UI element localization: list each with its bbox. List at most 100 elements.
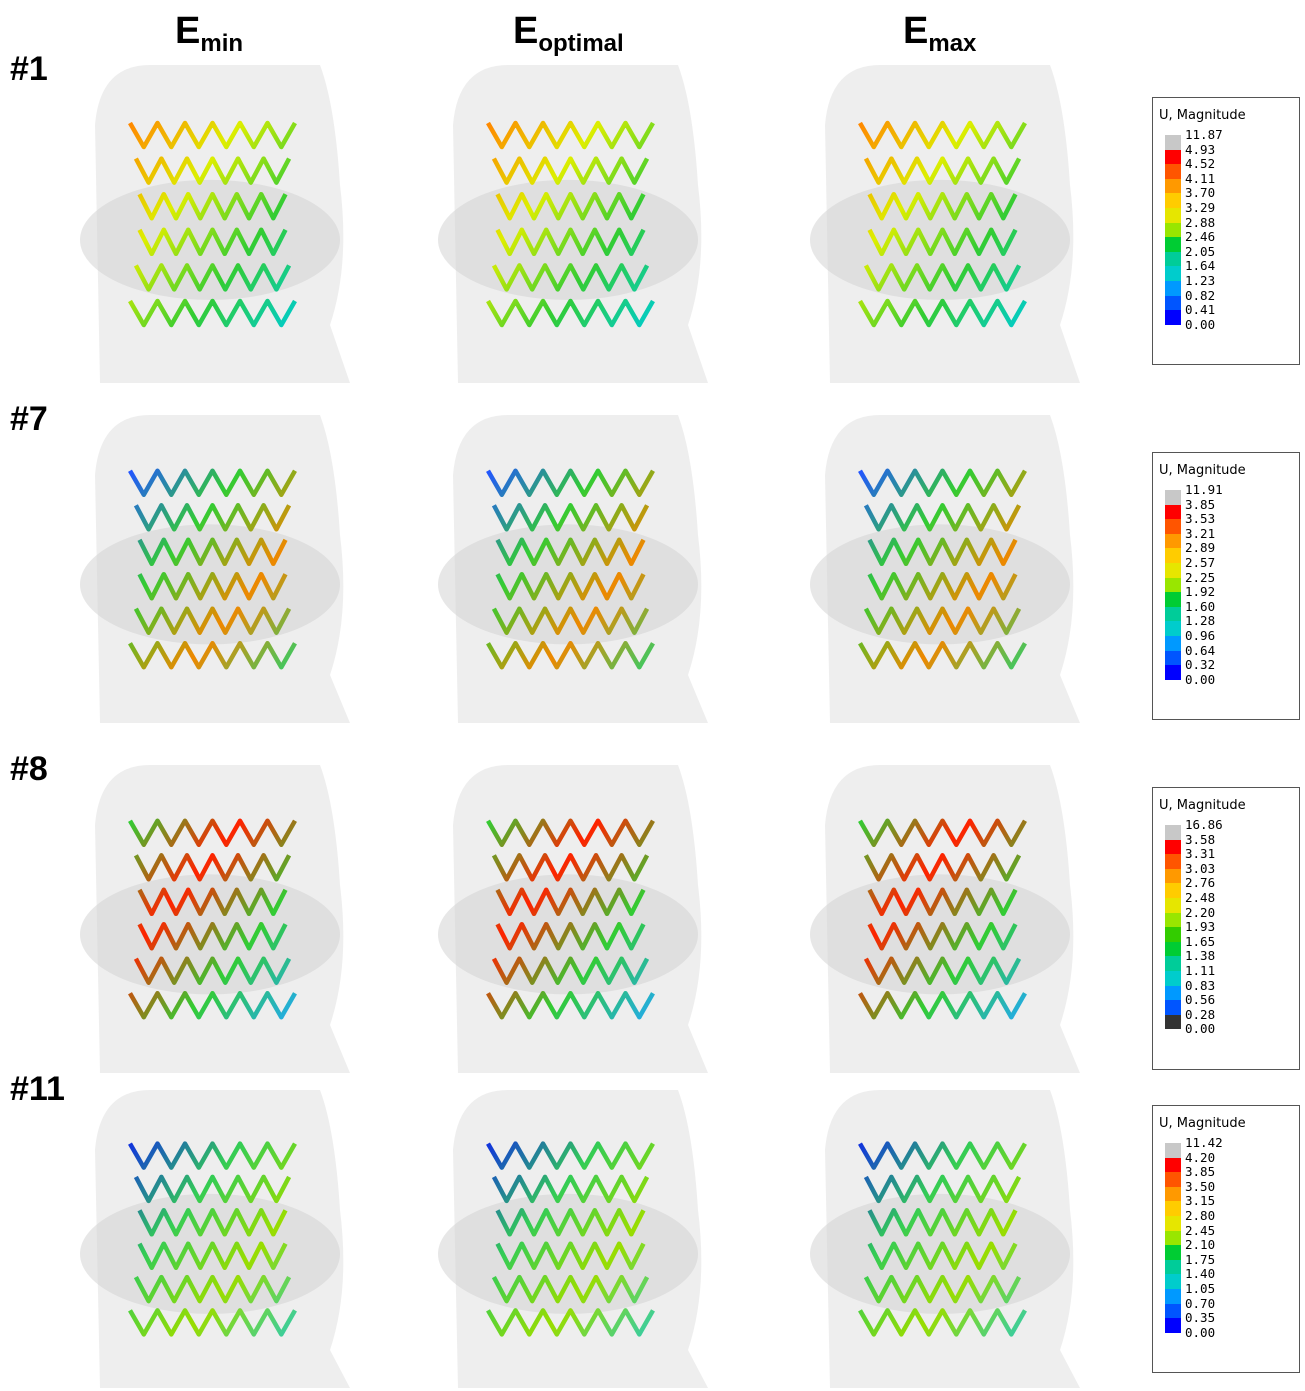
legend-swatch [1165,222,1181,238]
legend-label: 0.96 [1185,628,1216,643]
shape [128,1141,297,1337]
legend-label: 0.83 [1185,977,1216,993]
legend-label: 0.00 [1185,671,1216,687]
header-sub: optimal [538,30,624,57]
legend-label: 4.52 [1185,156,1216,172]
legend-title: U, Magnitude [1159,798,1246,813]
shape [128,468,297,670]
legend-label: 2.05 [1185,243,1216,259]
legend-label: 2.46 [1185,229,1216,245]
legend-title: U, Magnitude [1159,1116,1246,1131]
legend-label: 1.23 [1185,273,1216,288]
legend-swatch [1165,563,1181,578]
legend-label: 4.20 [1185,1149,1216,1165]
legend-swatch [1165,533,1181,549]
legend-swatch [1165,251,1181,267]
legend-swatch [1165,825,1181,840]
legend-swatch [1165,1318,1181,1333]
legend-label: 0.41 [1185,302,1216,318]
header-main: E [513,10,539,52]
legend-swatch [1165,135,1181,150]
legend-label: 11.91 [1185,482,1223,497]
legend-label: 1.64 [1185,258,1216,274]
legend-swatch [1165,912,1181,928]
legend-swatch [1165,281,1181,296]
legend-label: 1.11 [1185,963,1216,978]
stent-render [810,765,1080,1073]
shape [858,120,1027,328]
legend-label: 4.93 [1185,141,1216,157]
legend-swatch [1165,1289,1181,1304]
stent-render [80,65,350,383]
stent-render [80,765,350,1073]
stent-render [80,415,350,723]
legend-swatch [1165,178,1181,194]
legend-swatch [1165,839,1181,855]
legend-swatch [1165,310,1181,325]
legend-swatch [1165,193,1181,208]
legend-swatch [1165,621,1181,636]
legend-swatch [1165,650,1181,666]
legend-swatch [1165,1201,1181,1216]
legend-label: 1.60 [1185,598,1216,614]
legend-swatch [1165,164,1181,179]
legend-swatch [1165,927,1181,942]
legend-label: 0.64 [1185,642,1216,658]
legend-swatch [1165,636,1181,651]
legend-label: 1.28 [1185,613,1216,629]
legend-swatch [1165,883,1181,898]
legend-swatch [1165,592,1181,607]
stent-render [438,765,708,1073]
row-label: #1 [10,50,48,88]
legend-label: 0.00 [1185,316,1216,332]
shape [486,120,655,328]
legend-label: 11.87 [1185,127,1223,142]
legend-swatch [1165,548,1181,563]
legend-label: 3.29 [1185,200,1216,215]
legend-swatch [1165,941,1181,957]
legend-swatch [1165,519,1181,534]
column-header: Emax [903,10,976,58]
legend-swatch [1165,971,1181,986]
legend: U, Magnitude 11.91 3.85 3.53 3.21 2.89 2.57 2.2… [1152,452,1300,721]
legend-swatch [1165,985,1181,1001]
legend-title: U, Magnitude [1159,108,1246,123]
stent-render [438,415,708,723]
legend-swatch [1165,490,1181,505]
legend-label: 3.21 [1185,525,1216,541]
legend: U, Magnitude 11.42 4.20 3.85 3.50 3.15 2.80 2.4… [1152,1105,1300,1374]
legend-label: 16.86 [1185,817,1223,832]
legend-label: 1.75 [1185,1251,1216,1267]
legend-swatch [1165,1172,1181,1187]
legend-label: 2.48 [1185,890,1216,905]
legend-label: 2.89 [1185,540,1216,556]
legend-swatch [1165,868,1181,884]
stent-render [80,1090,350,1388]
legend-label: 3.50 [1185,1178,1216,1194]
legend-label: 2.76 [1185,875,1216,891]
shape [486,818,655,1020]
shape [486,468,655,670]
legend-label: 3.85 [1185,1164,1216,1180]
legend-swatch [1165,665,1181,680]
legend-label: 4.11 [1185,170,1216,186]
legend-label: 1.65 [1185,933,1216,949]
row-label: #8 [10,750,48,788]
legend-swatch [1165,956,1181,971]
legend-swatch [1165,1303,1181,1319]
stent-render [810,65,1080,383]
stent-render [438,65,708,383]
legend-label: 0.56 [1185,992,1216,1008]
legend-label: 0.00 [1185,1324,1216,1340]
legend-swatch [1165,295,1181,311]
legend-swatch [1165,1157,1181,1173]
legend-swatch [1165,898,1181,913]
legend-label: 2.80 [1185,1208,1216,1223]
legend-label: 3.70 [1185,185,1216,201]
header-sub: min [200,30,244,57]
legend-label: 1.38 [1185,948,1216,964]
shape [858,818,1027,1020]
legend-label: 1.93 [1185,919,1216,935]
legend-label: 2.88 [1185,214,1216,230]
legend-swatch [1165,1230,1181,1246]
